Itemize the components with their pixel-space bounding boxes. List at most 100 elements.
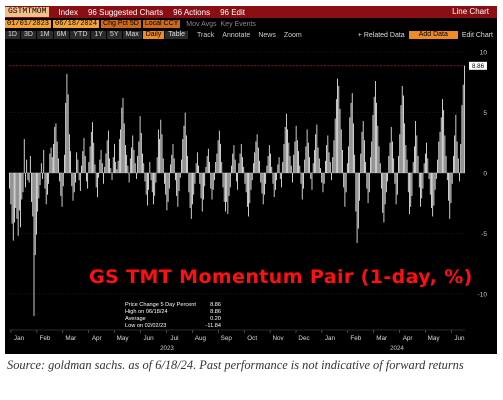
bar [298,151,299,173]
bar [153,172,154,205]
bar [173,158,175,173]
bar [89,146,91,173]
bar [306,129,308,173]
ticker-field[interactable]: GSTMTMOM [5,7,50,17]
bar [217,140,219,173]
x-tick-label: Jun [143,335,154,342]
bar [212,172,214,190]
end-date-field[interactable]: 06/18/2024 [53,20,100,28]
asset-class-label: Index [58,7,78,17]
bar [115,162,117,173]
bar [164,172,165,184]
edit-chart-button[interactable]: Edit Chart [461,31,493,39]
period-3d[interactable]: 3D [20,31,36,39]
actions-menu[interactable]: 96 Actions [173,7,211,17]
currency-select[interactable]: Local CCY [142,20,181,28]
bar [448,172,449,201]
bar [382,172,384,213]
bar [43,149,45,173]
bar [455,114,457,173]
annotate-tool[interactable]: Annotate [222,31,251,39]
last-value-box [469,61,487,70]
bar [283,143,285,173]
bar [443,110,445,173]
bar [342,149,343,173]
legend-label-low: Low on 02/02/23 [125,323,167,329]
key-events-toggle[interactable]: Key Events [220,20,256,28]
bar [351,93,353,173]
news-tool[interactable]: News [258,31,276,39]
bar [242,157,243,173]
bar [187,155,189,173]
bar [132,135,134,173]
add-data-field[interactable]: Add Data [408,31,458,39]
related-data-button[interactable]: + Related Data [357,31,405,39]
bar [72,172,74,201]
period-ytd[interactable]: YTD [70,31,91,39]
bar [79,172,81,192]
bar [394,172,396,184]
period-1m[interactable]: 1M [36,31,53,39]
bar [151,172,153,193]
bar [368,172,370,193]
edit-menu[interactable]: 96 Edit [220,7,245,17]
bar [281,172,282,188]
bar [304,159,306,173]
bar [401,85,403,173]
period-1d[interactable]: 1D [5,31,20,39]
bar [47,172,48,195]
bar [384,172,386,205]
x-tick-label: May [117,335,130,342]
bar [335,99,337,173]
bar [227,172,229,215]
track-tool[interactable]: Track [197,31,215,39]
bar [240,143,242,173]
bar [196,152,198,173]
bar [105,153,107,173]
period-max[interactable]: Max [122,31,142,39]
bar [356,172,358,244]
bar [117,160,119,173]
bar [432,172,434,217]
bar [82,151,84,173]
bar [340,129,342,173]
period-select[interactable]: Chg Pct 5D [101,20,141,28]
zoom-tool[interactable]: Zoom [283,31,302,39]
last-value-label: 8.86 [472,63,485,70]
bar [442,99,443,173]
bar [144,172,146,182]
suggested-charts-button[interactable]: 96 Suggested Charts [87,7,164,17]
bar [65,102,67,173]
bar [343,172,345,188]
bar [23,139,25,173]
legend-value-low: -11.84 [205,323,221,329]
bar [220,143,221,173]
bar [428,172,430,179]
period-bar: 1D 3D 1M 6M YTD 1Y 5Y Max Daily Table Tr… [5,30,497,40]
bar [309,157,310,173]
y-tick-label: 0 [483,170,487,177]
bar [275,172,276,190]
period-5y[interactable]: 5Y [106,31,122,39]
bar [62,172,64,187]
bar [127,165,129,173]
bar [38,172,40,199]
start-date-field[interactable]: 01/01/2023 [5,20,52,28]
bar [48,172,50,184]
bar [17,172,19,236]
bar [143,163,145,173]
bar [318,158,320,173]
period-6m[interactable]: 6M [53,31,70,39]
bar [84,155,86,173]
bar [450,172,452,204]
bar [444,135,446,173]
bar [253,163,254,173]
bar [234,159,236,173]
bar [377,125,379,173]
bar [385,172,387,193]
table-button[interactable]: Table [165,31,189,39]
period-1y[interactable]: 1Y [91,31,106,39]
period-daily[interactable]: Daily [142,31,165,39]
mov-avg-toggle[interactable]: Mov Avgs [186,20,217,28]
bar [421,172,423,199]
